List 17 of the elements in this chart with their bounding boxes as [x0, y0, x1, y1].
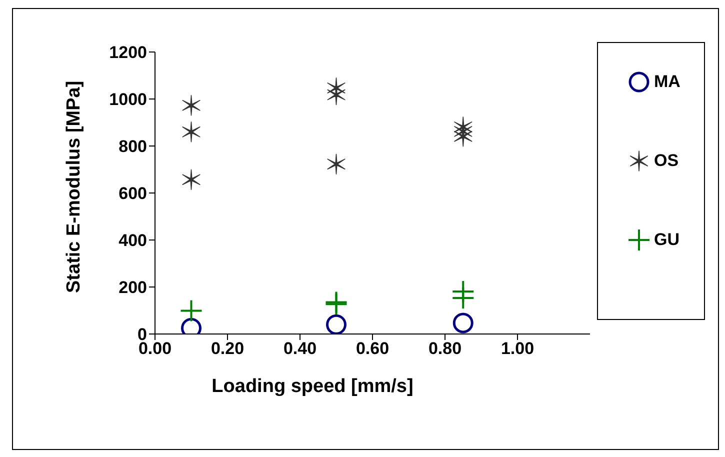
legend-label: GU	[654, 230, 680, 250]
legend-label: MA	[654, 72, 680, 92]
y-tick-label: 600	[118, 184, 147, 204]
x-axis-title: Loading speed [mm/s]	[212, 376, 414, 397]
y-axis-title: Static E-modulus [MPa]	[64, 80, 85, 293]
y-tick-label: 200	[118, 278, 147, 298]
x-tick-label: 0.00	[138, 339, 172, 358]
x-tick-label: 0.20	[210, 339, 244, 358]
legend-label: OS	[654, 150, 679, 171]
y-tick-label: 1000	[109, 90, 147, 110]
y-tick-label: 400	[118, 231, 147, 250]
x-tick-label: 0.40	[283, 339, 317, 358]
y-tick-label: 1200	[109, 43, 147, 62]
x-tick-label: 1.00	[500, 339, 534, 358]
y-tick-label: 800	[118, 137, 147, 156]
x-tick-label: 0.80	[428, 339, 462, 358]
x-tick-label: 0.60	[356, 339, 390, 358]
